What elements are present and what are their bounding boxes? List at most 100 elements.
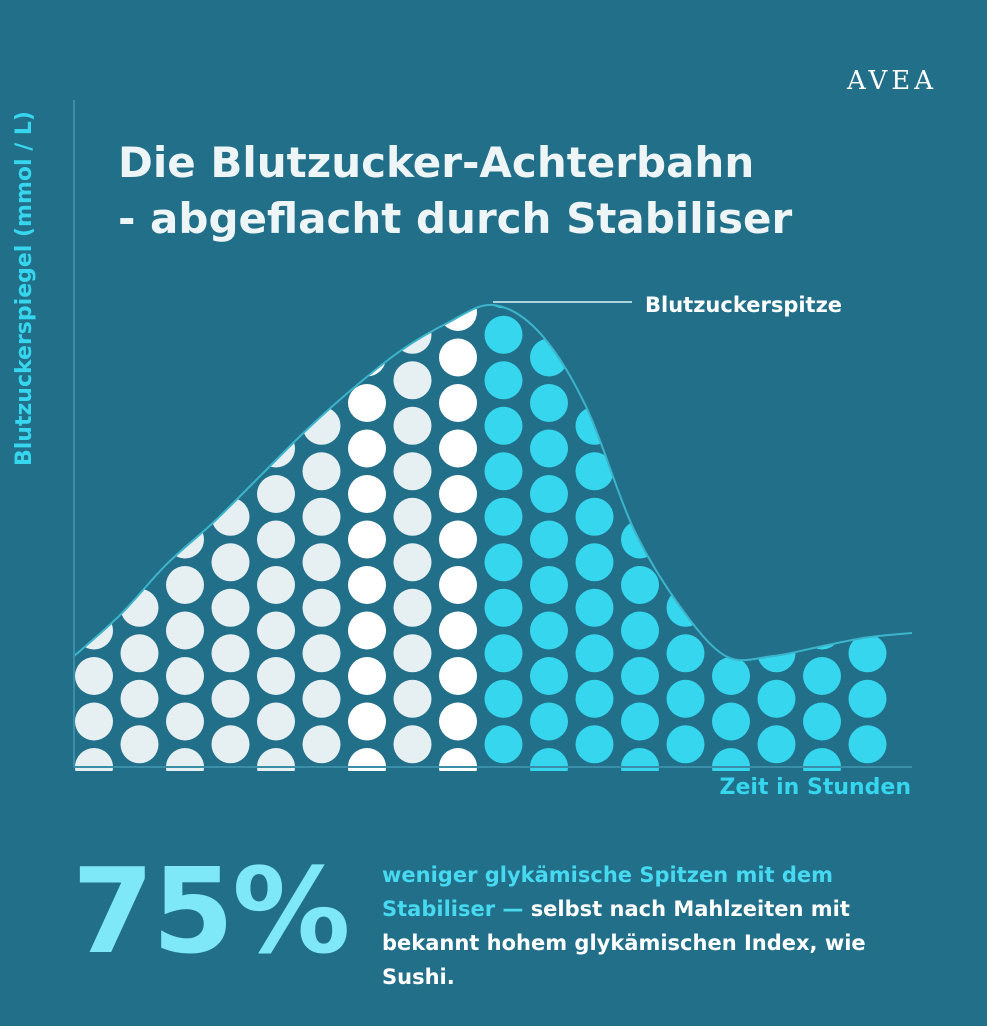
data-dot — [257, 657, 295, 695]
data-dot — [302, 543, 341, 582]
data-dot — [712, 520, 750, 559]
data-dot — [302, 634, 341, 673]
data-dot — [257, 475, 295, 513]
data-dot — [575, 361, 614, 400]
data-dot — [75, 248, 113, 286]
data-dot — [530, 702, 568, 741]
data-dot — [166, 338, 204, 377]
data-dot — [575, 497, 614, 536]
data-dot — [621, 248, 659, 286]
data-dot — [621, 384, 659, 422]
data-dot — [257, 384, 295, 422]
data-dot — [848, 406, 887, 445]
data-dot — [621, 657, 659, 695]
data-dot — [484, 406, 523, 445]
data-dot — [757, 406, 796, 445]
data-dot — [393, 361, 432, 400]
data-dot — [621, 566, 659, 604]
data-dot — [166, 520, 204, 559]
data-dot — [484, 315, 523, 354]
data-dot — [848, 315, 887, 354]
data-dot — [120, 406, 159, 445]
data-dot — [530, 520, 568, 559]
data-dot — [348, 520, 386, 559]
data-dot — [75, 611, 113, 650]
data-dot — [257, 520, 295, 559]
data-dot — [348, 248, 386, 286]
data-dot — [439, 248, 477, 286]
data-dot — [803, 702, 841, 741]
data-dot — [393, 679, 432, 718]
data-dot — [803, 520, 841, 559]
data-dot — [120, 543, 159, 582]
data-dot — [439, 702, 477, 741]
data-dot — [621, 475, 659, 513]
data-dot — [848, 543, 887, 582]
data-dot — [348, 702, 386, 741]
title-line-2: - abgeflacht durch Stabiliser — [118, 194, 793, 243]
data-dot — [575, 634, 614, 673]
data-dot — [120, 315, 159, 354]
stat-text: selbst nach Mahlzeiten mit bekannt hohem… — [382, 897, 866, 989]
data-dot — [257, 611, 295, 650]
data-dot — [166, 611, 204, 650]
data-dot — [302, 452, 341, 491]
data-dot — [712, 384, 750, 422]
data-dot — [75, 429, 113, 468]
data-dot — [120, 304, 159, 309]
data-dot — [757, 679, 796, 718]
data-dot — [712, 611, 750, 650]
data-dot — [166, 429, 204, 468]
data-dot — [257, 338, 295, 377]
data-dot — [575, 725, 614, 764]
data-dot — [166, 475, 204, 513]
data-dot — [393, 304, 432, 309]
data-dot — [439, 520, 477, 559]
data-dot — [439, 611, 477, 650]
data-dot — [666, 406, 705, 445]
title-line-1: Die Blutzucker-Achterbahn — [118, 138, 755, 187]
data-dot — [75, 520, 113, 559]
data-dot — [757, 361, 796, 400]
data-dot — [575, 543, 614, 582]
data-dot — [348, 384, 386, 422]
data-dot — [302, 315, 341, 354]
data-dot — [439, 657, 477, 695]
stat-highlight: weniger glykämische Spitzen mit dem Stab… — [382, 863, 834, 921]
data-dot — [575, 315, 614, 354]
data-dot — [348, 657, 386, 695]
data-dot — [621, 611, 659, 650]
data-dot — [75, 304, 113, 331]
page-title: Die Blutzucker-Achterbahn - abgeflacht d… — [118, 135, 938, 247]
data-dot — [575, 588, 614, 627]
brand-logo: AVEA — [846, 66, 937, 96]
data-dot — [211, 634, 250, 673]
data-dot — [712, 702, 750, 741]
data-dot — [757, 543, 796, 582]
data-dot — [757, 497, 796, 536]
data-dot — [484, 543, 523, 582]
data-dot — [848, 679, 887, 718]
data-dot — [757, 452, 796, 491]
data-dot — [666, 634, 705, 673]
data-dot — [257, 248, 295, 286]
data-dot — [211, 304, 250, 309]
data-dot — [393, 406, 432, 445]
data-dot — [211, 679, 250, 718]
data-dot — [211, 452, 250, 491]
data-dot — [211, 497, 250, 536]
data-dot — [257, 304, 295, 331]
data-dot — [666, 497, 705, 536]
data-dot — [666, 315, 705, 354]
data-dot — [484, 361, 523, 400]
data-dot — [848, 361, 887, 400]
data-dot — [166, 702, 204, 741]
data-dot — [120, 725, 159, 764]
data-dot — [75, 384, 113, 422]
data-dot — [75, 475, 113, 513]
data-dot — [621, 338, 659, 377]
peak-annotation-label: Blutzuckerspitze — [645, 293, 843, 317]
data-dot — [348, 304, 386, 331]
data-dot — [393, 725, 432, 764]
data-dot — [75, 338, 113, 377]
